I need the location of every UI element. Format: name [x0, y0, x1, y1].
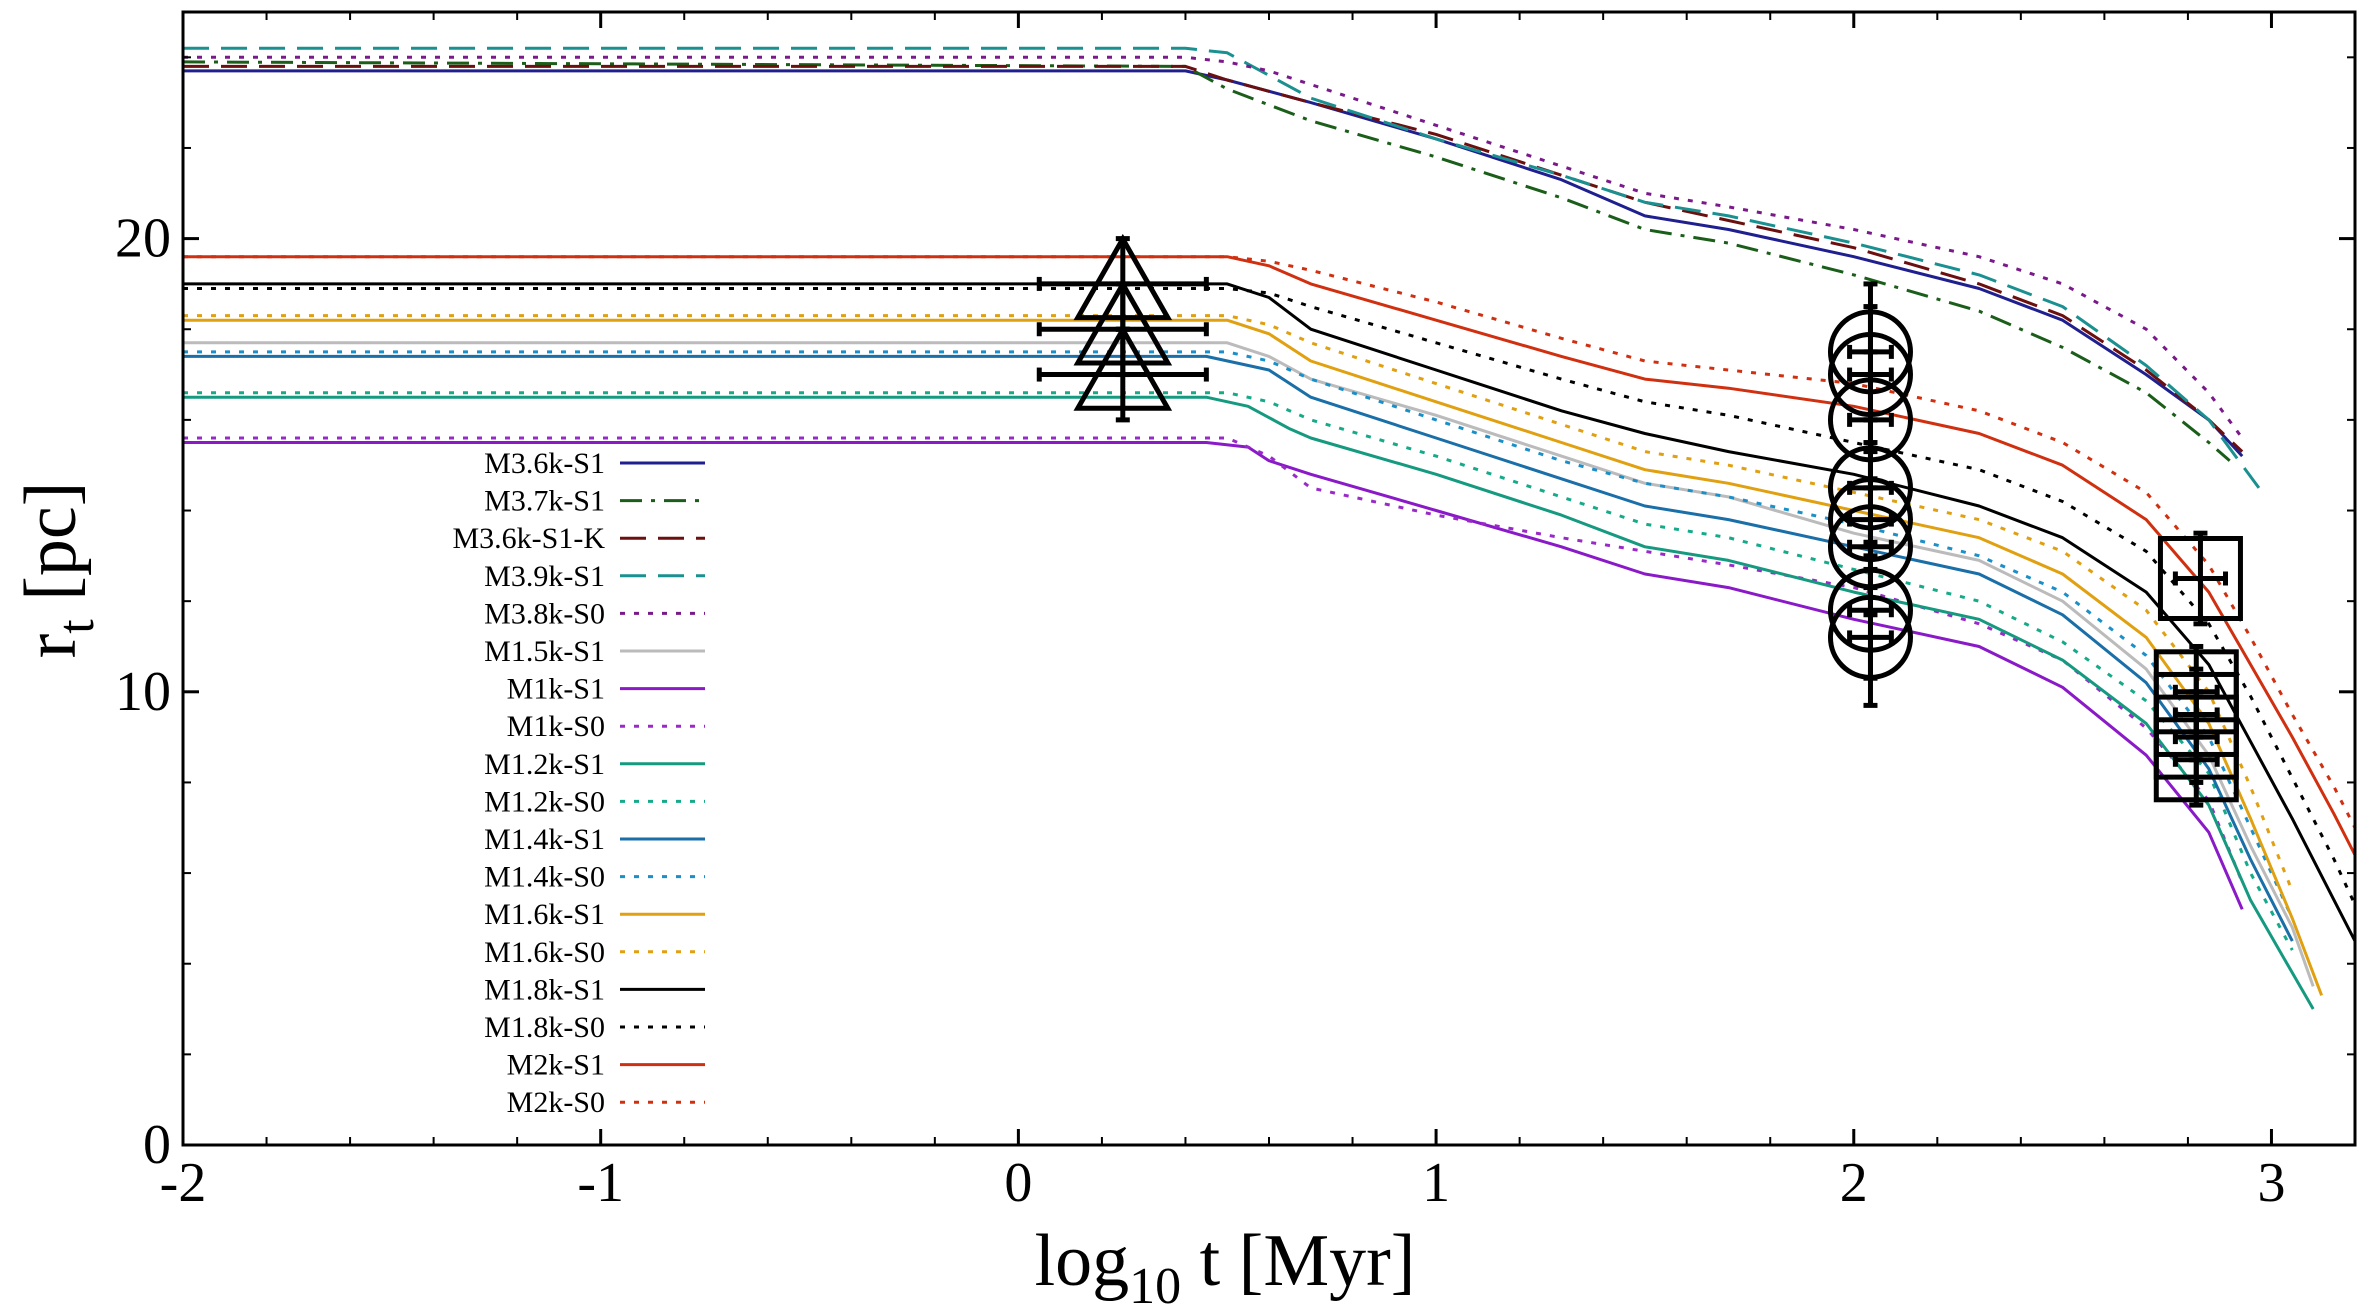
legend-label: M1.6k-S0: [484, 936, 605, 969]
obs-point-square: [2157, 530, 2243, 627]
x-tick-label: 2: [1840, 1152, 1868, 1214]
legend-entry: M2k-S1: [507, 1049, 705, 1082]
legend-entry: M1.8k-S1: [484, 973, 705, 1006]
series-line-M1.4k-S0: [183, 350, 2294, 920]
obs-point-triangle: [1036, 324, 1209, 423]
series-line-M1k-S0: [183, 436, 2244, 883]
legend-entry: M1.6k-S1: [484, 898, 705, 931]
legend-label: M1k-S0: [507, 710, 605, 743]
y-tick-label: 10: [115, 661, 171, 723]
x-tick-label: -2: [160, 1152, 207, 1214]
legend-label: M1.4k-S0: [484, 861, 605, 894]
legend-entry: M3.8k-S0: [484, 597, 705, 630]
legend-label: M1.2k-S1: [484, 748, 605, 781]
series-line-M3.7k-S1: [182, 60, 2231, 462]
y-axis-label: rt [pc]: [10, 482, 105, 659]
series-layer: [182, 46, 2357, 1010]
legend-label: M2k-S1: [507, 1049, 605, 1082]
circle-marker: [1827, 594, 1913, 680]
square-marker: [2153, 717, 2239, 803]
legend-label: M3.6k-S1-K: [452, 522, 605, 555]
y-tick-label: 0: [143, 1114, 171, 1176]
legend-label: M3.9k-S1: [484, 560, 605, 593]
legend-entry: M1.8k-S0: [484, 1011, 705, 1044]
series-line-M1.6k-S1: [183, 318, 2324, 996]
legend-entry: M1.4k-S1: [484, 823, 705, 856]
x-tick-label: -1: [577, 1152, 624, 1214]
legend-entry: M1k-S0: [507, 710, 705, 743]
legend-label: M1k-S1: [507, 673, 605, 706]
legend-label: M2k-S0: [507, 1086, 605, 1119]
legend-label: M1.6k-S1: [484, 898, 605, 931]
legend-entry: M1.5k-S1: [484, 635, 705, 668]
legend-label: M1.8k-S1: [484, 973, 605, 1006]
legend-entry: M3.7k-S1: [484, 485, 705, 518]
legend-entry: M1.2k-S1: [484, 748, 705, 781]
ticks-layer: -2 -1 0 1 2 3 0 10 20: [115, 12, 2356, 1214]
series-line-M1.4k-S1: [183, 354, 2294, 942]
legend-entry: M1k-S1: [507, 673, 705, 706]
legend-label: M1.8k-S0: [484, 1011, 605, 1044]
series-line-M1.8k-S0: [183, 287, 2357, 906]
legend-label: M3.7k-S1: [484, 485, 605, 518]
x-tick-label: 3: [2257, 1152, 2285, 1214]
x-tick-label: 1: [1422, 1152, 1450, 1214]
legend-label: M1.4k-S1: [484, 823, 605, 856]
legend-label: M3.6k-S1: [484, 447, 605, 480]
series-line-M3.9k-S1: [183, 46, 2261, 489]
legend-entry: M1.4k-S0: [484, 861, 705, 894]
legend-label: M1.2k-S0: [484, 785, 605, 818]
observations-layer: [1036, 233, 2243, 808]
series-line-M1k-S1: [183, 441, 2244, 910]
legend: M3.6k-S1 M3.7k-S1 M3.6k-S1-K M3.9k-S1 M3.8k-…: [452, 447, 705, 1119]
legend-entry: M1.2k-S0: [484, 785, 705, 818]
series-line-M1.6k-S0: [183, 314, 2294, 892]
series-line-M3.6k-S1-K: [183, 64, 2244, 453]
obs-point-square: [2153, 711, 2239, 808]
legend-entry: M3.6k-S1-K: [452, 522, 705, 555]
legend-entry: M3.9k-S1: [484, 560, 705, 593]
series-line-M3.8k-S0: [183, 55, 2244, 439]
y-tick-label: 20: [115, 208, 171, 270]
series-line-M1.2k-S1: [183, 395, 2315, 1010]
x-axis-label: log10 t [Myr]: [1035, 1220, 1416, 1312]
series-line-M2k-S1: [183, 255, 2357, 856]
legend-entry: M2k-S0: [507, 1086, 705, 1119]
legend-entry: M3.6k-S1: [484, 447, 705, 480]
series-line-M1.8k-S1: [183, 282, 2357, 942]
x-tick-label: 0: [1004, 1152, 1032, 1214]
square-marker: [2157, 536, 2243, 621]
legend-label: M1.5k-S1: [484, 635, 605, 668]
legend-label: M3.8k-S0: [484, 597, 605, 630]
series-line-M3.6k-S1: [183, 69, 2244, 458]
triangle-marker: [1073, 324, 1173, 411]
legend-entry: M1.6k-S0: [484, 936, 705, 969]
obs-point-circle: [1827, 566, 1913, 708]
